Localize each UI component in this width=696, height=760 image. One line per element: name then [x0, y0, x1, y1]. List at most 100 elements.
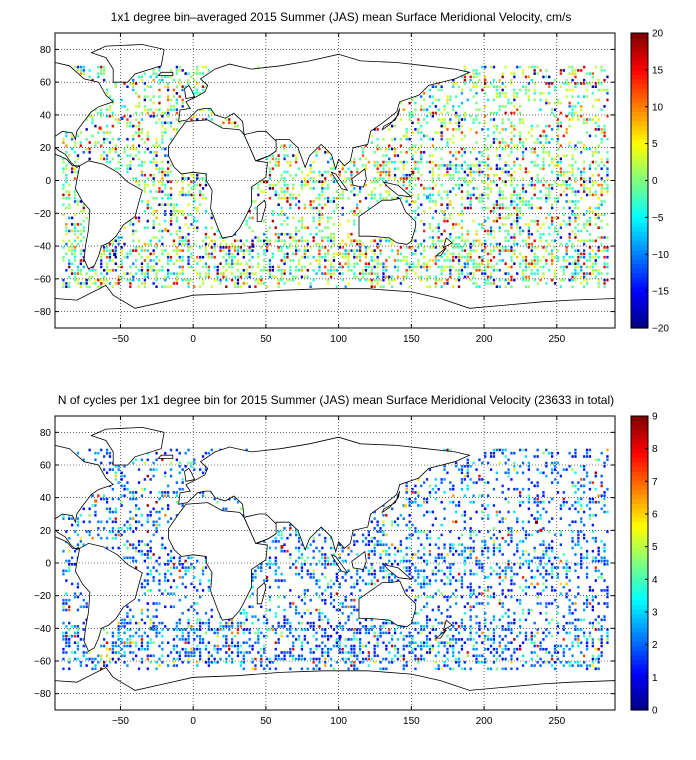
velocity-bin	[324, 272, 327, 275]
velocity-bin	[437, 88, 440, 92]
velocity-bin	[449, 203, 452, 206]
velocity-bin	[79, 141, 82, 144]
velocity-bin	[568, 111, 571, 115]
velocity-bin	[114, 167, 117, 170]
velocity-bin	[519, 137, 522, 141]
velocity-bin	[146, 95, 149, 98]
velocity-bin	[553, 275, 557, 279]
cycles-bin	[219, 625, 222, 628]
velocity-bin	[184, 239, 187, 243]
cycles-bin	[452, 621, 455, 625]
velocity-bin	[487, 193, 490, 197]
velocity-bin	[321, 206, 324, 210]
cycles-bin	[187, 641, 190, 644]
velocity-bin	[158, 190, 161, 193]
velocity-bin	[73, 167, 77, 170]
velocity-bin	[495, 206, 498, 210]
velocity-bin	[580, 239, 583, 243]
velocity-bin	[292, 187, 295, 190]
velocity-bin	[585, 193, 589, 197]
velocity-bin	[283, 183, 286, 187]
velocity-bin	[126, 167, 129, 170]
velocity-bin	[68, 183, 71, 187]
velocity-bin	[481, 206, 484, 210]
velocity-data-bin	[411, 170, 415, 175]
cycles-bin	[68, 641, 71, 644]
cycles-bin	[481, 631, 484, 635]
cycles-bin	[321, 651, 324, 654]
velocity-bin	[580, 108, 583, 111]
velocity-bin	[117, 121, 120, 125]
velocity-bin	[565, 88, 568, 92]
velocity-bin	[489, 265, 493, 269]
velocity-bin	[297, 269, 301, 272]
velocity-bin	[324, 177, 327, 180]
cycles-bin	[327, 654, 330, 658]
cycles-bin	[295, 657, 298, 661]
velocity-bin	[498, 177, 501, 180]
velocity-bin	[463, 78, 466, 82]
velocity-bin	[332, 272, 336, 275]
velocity-bin	[155, 114, 158, 118]
velocity-bin	[175, 282, 178, 285]
velocity-bin	[425, 160, 429, 164]
velocity-bin	[516, 216, 519, 220]
velocity-bin	[606, 114, 609, 118]
velocity-bin	[204, 249, 208, 252]
velocity-bin	[536, 269, 539, 272]
velocity-bin	[361, 275, 365, 279]
velocity-bin	[105, 92, 109, 95]
cycles-bin	[178, 657, 181, 661]
velocity-bin	[408, 246, 411, 249]
velocity-bin	[562, 180, 565, 184]
cycles-bin	[597, 654, 600, 658]
velocity-bin	[376, 262, 379, 265]
velocity-bin	[533, 88, 536, 92]
velocity-bin	[277, 196, 280, 200]
cycles-bin	[327, 647, 330, 651]
velocity-bin	[571, 157, 574, 161]
cycles-bin	[158, 602, 161, 605]
velocity-bin	[388, 167, 391, 170]
cycles-bin	[498, 598, 501, 602]
velocity-bin	[504, 229, 507, 233]
cycles-bin	[527, 608, 530, 612]
cycles-bin	[501, 615, 504, 618]
cycles-bin	[504, 628, 507, 631]
velocity-bin	[132, 278, 135, 282]
velocity-bin	[132, 262, 135, 265]
velocity-bin	[146, 131, 149, 134]
velocity-bin	[175, 203, 178, 206]
cycles-bin	[146, 667, 149, 671]
velocity-bin	[332, 196, 336, 200]
velocity-bin	[556, 128, 560, 131]
cycles-bin	[414, 595, 417, 599]
velocity-bin	[408, 190, 411, 193]
velocity-bin	[452, 134, 455, 138]
velocity-bin	[196, 229, 199, 233]
velocity-bin	[126, 85, 129, 88]
velocity-bin	[347, 265, 350, 269]
cycles-bin	[420, 631, 423, 635]
cycles-bin	[79, 638, 82, 641]
cycles-bin	[283, 657, 286, 661]
velocity-bin	[434, 259, 437, 262]
velocity-bin	[420, 252, 423, 256]
velocity-bin	[62, 167, 65, 170]
cycles-bin	[533, 634, 536, 638]
velocity-bin	[527, 170, 530, 174]
cycles-bin	[353, 605, 356, 609]
cycles-bin	[475, 595, 478, 599]
velocity-bin	[228, 121, 231, 125]
cycles-bin	[521, 608, 525, 612]
velocity-bin	[536, 180, 539, 184]
cycles-bin	[556, 625, 560, 628]
velocity-bin	[594, 223, 597, 226]
velocity-bin	[489, 259, 493, 262]
velocity-bin	[248, 216, 251, 220]
velocity-bin	[169, 223, 173, 226]
cycles-bin	[591, 638, 594, 641]
velocity-bin	[533, 82, 536, 85]
cycles-bin	[135, 621, 138, 625]
cycles-bin	[199, 618, 202, 622]
